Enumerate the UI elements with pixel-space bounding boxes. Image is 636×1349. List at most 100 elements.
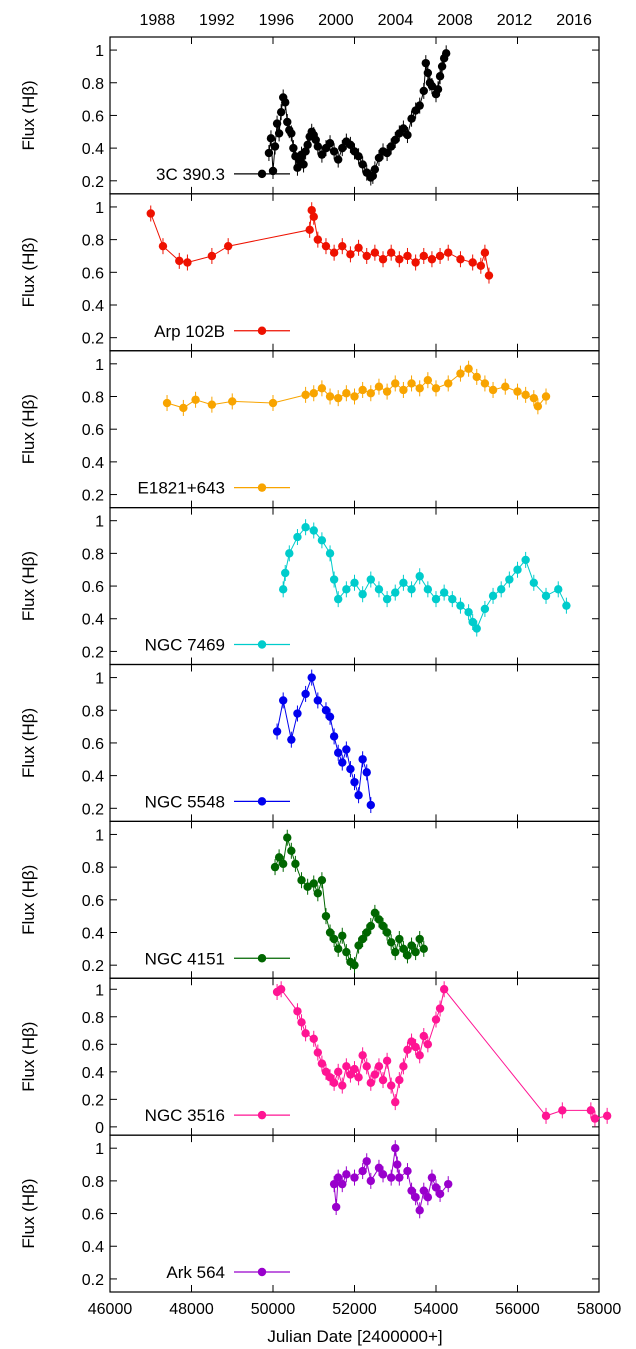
data-point bbox=[476, 261, 486, 270]
y-tick-label: 1 bbox=[95, 982, 104, 999]
data-point bbox=[423, 1193, 433, 1202]
data-point bbox=[293, 1007, 302, 1016]
data-point bbox=[303, 140, 312, 150]
data-point bbox=[419, 251, 428, 261]
top-year-tick-label: 1988 bbox=[140, 12, 176, 29]
data-point bbox=[415, 101, 424, 110]
data-point bbox=[274, 853, 284, 862]
data-point bbox=[382, 387, 392, 396]
y-tick-label: 0.2 bbox=[82, 174, 104, 191]
data-point bbox=[358, 590, 367, 599]
data-point bbox=[334, 1173, 343, 1182]
legend-marker bbox=[257, 483, 267, 492]
top-year-tick-label: 2008 bbox=[437, 12, 473, 29]
data-point bbox=[183, 258, 192, 267]
y-tick-label: 0.6 bbox=[82, 893, 104, 910]
data-point bbox=[378, 1170, 388, 1179]
legend-marker bbox=[257, 640, 267, 649]
data-point bbox=[313, 142, 323, 151]
data-point bbox=[505, 575, 514, 584]
data-point bbox=[386, 938, 396, 947]
data-point bbox=[358, 1051, 367, 1060]
y-tick-label: 0.8 bbox=[82, 390, 104, 407]
data-point bbox=[297, 1018, 306, 1027]
data-point bbox=[423, 1040, 433, 1049]
data-point bbox=[374, 153, 384, 163]
data-point bbox=[297, 876, 306, 885]
data-point bbox=[338, 1179, 347, 1189]
data-point bbox=[313, 1048, 323, 1057]
data-point bbox=[329, 1078, 339, 1088]
data-point bbox=[590, 1114, 600, 1123]
y-axis-title: Flux (Hβ) bbox=[19, 865, 38, 935]
data-point bbox=[382, 1056, 392, 1066]
data-point bbox=[329, 248, 339, 257]
legend-label: Arp 102B bbox=[154, 322, 225, 341]
data-point bbox=[427, 1173, 437, 1182]
legend-marker bbox=[257, 326, 267, 335]
data-point bbox=[374, 1062, 384, 1071]
data-point bbox=[395, 1173, 404, 1182]
data-point bbox=[411, 1193, 420, 1202]
data-point bbox=[309, 212, 318, 221]
panel-0: 0.2 0.4 0.6 0.8 1 Flux (Hβ) 3C 390.3 bbox=[19, 36, 600, 195]
data-point bbox=[468, 258, 477, 267]
data-point bbox=[521, 555, 530, 565]
data-point bbox=[435, 251, 445, 261]
data-point bbox=[338, 931, 347, 940]
data-point bbox=[497, 585, 506, 594]
data-point bbox=[342, 585, 351, 594]
data-point bbox=[374, 585, 384, 594]
data-point bbox=[415, 384, 424, 393]
data-point bbox=[354, 791, 363, 800]
y-axis-title: Flux (Hβ) bbox=[19, 394, 38, 464]
data-point bbox=[586, 1106, 596, 1115]
data-point bbox=[403, 1166, 412, 1176]
data-point bbox=[276, 107, 286, 117]
data-point bbox=[419, 86, 428, 96]
data-point bbox=[562, 601, 571, 610]
data-point bbox=[299, 160, 308, 169]
data-point bbox=[358, 934, 367, 944]
data-point bbox=[362, 1157, 371, 1166]
data-point bbox=[317, 150, 327, 159]
y-tick-label: 0.2 bbox=[82, 801, 104, 818]
data-point bbox=[350, 1173, 359, 1182]
y-tick-label: 1 bbox=[95, 671, 104, 688]
data-point bbox=[444, 1179, 453, 1189]
data-point bbox=[403, 130, 412, 140]
y-tick-label: 0.8 bbox=[82, 1010, 104, 1027]
data-point bbox=[354, 152, 363, 161]
y-axis-title: Flux (Hβ) bbox=[19, 237, 38, 307]
data-point bbox=[488, 385, 498, 395]
data-point bbox=[439, 985, 449, 994]
data-point bbox=[358, 160, 367, 169]
data-point bbox=[350, 777, 359, 787]
data-point bbox=[309, 879, 318, 888]
data-point bbox=[437, 62, 447, 71]
data-point bbox=[346, 250, 355, 259]
data-point bbox=[366, 1176, 375, 1186]
data-point bbox=[415, 934, 424, 944]
data-point bbox=[334, 748, 343, 757]
y-tick-label: 0.4 bbox=[82, 925, 104, 942]
data-point bbox=[309, 389, 318, 398]
y-tick-label: 0.2 bbox=[82, 644, 104, 661]
data-point bbox=[346, 764, 355, 774]
data-point bbox=[391, 379, 400, 388]
data-point bbox=[435, 1004, 445, 1013]
y-tick-label: 0.4 bbox=[82, 298, 104, 315]
data-point bbox=[541, 591, 551, 601]
data-point bbox=[456, 255, 465, 264]
top-year-tick-label: 1996 bbox=[259, 12, 295, 29]
data-point bbox=[207, 400, 217, 409]
data-point bbox=[276, 985, 286, 994]
data-point bbox=[350, 1064, 359, 1074]
data-point bbox=[386, 142, 396, 151]
data-point bbox=[399, 385, 408, 395]
y-axis-title: Flux (Hβ) bbox=[19, 1178, 38, 1248]
data-point bbox=[268, 166, 278, 176]
legend-marker bbox=[257, 169, 267, 179]
data-point bbox=[513, 565, 522, 574]
data-point bbox=[386, 248, 396, 257]
